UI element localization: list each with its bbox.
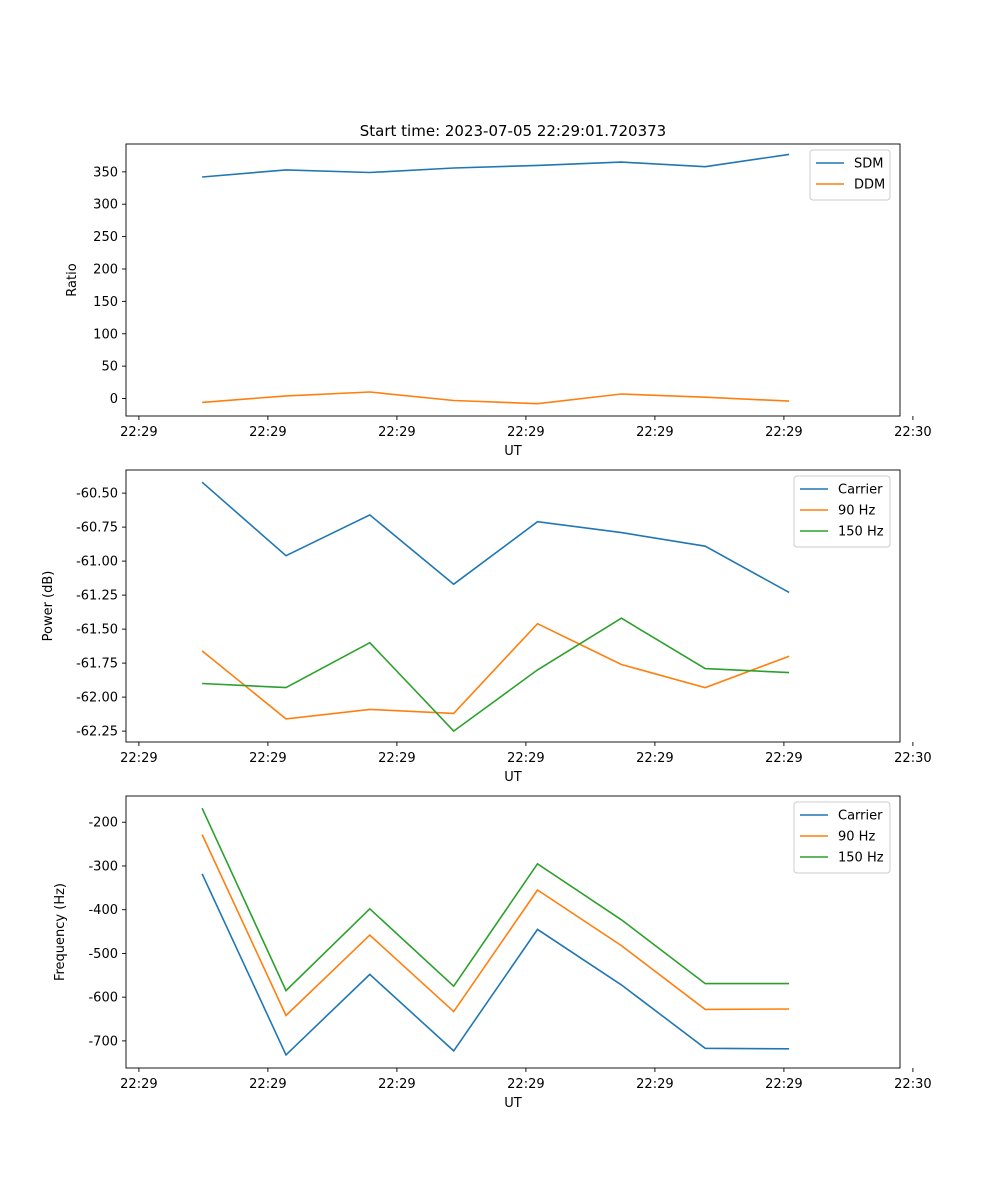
figure-title: Start time: 2023-07-05 22:29:01.720373: [360, 122, 666, 140]
x-tick-label: 22:29: [765, 751, 802, 766]
x-tick-label: 22:29: [378, 1077, 415, 1092]
legend-label: 90 Hz: [838, 504, 875, 519]
y-tick-label: 250: [93, 230, 118, 245]
legend-label: DDM: [854, 178, 885, 193]
y-tick-label: 0: [110, 392, 118, 407]
series-line-150-hz: [201, 807, 790, 992]
y-tick-label: 300: [93, 198, 118, 213]
x-tick-label: 22:30: [894, 1077, 931, 1092]
y-tick-label: -400: [88, 903, 118, 918]
y-tick-label: -600: [88, 991, 118, 1006]
legend-label: 150 Hz: [838, 525, 884, 540]
x-tick-label: 22:29: [120, 425, 157, 440]
subplot-1: 22:29 22:29 22:29 22:29 22:29 22:29 22:30 0 50 10…: [65, 143, 932, 459]
subplot-panels: 22:29 22:29 22:29 22:29 22:29 22:29 22:30 0 50 10…: [41, 143, 932, 1111]
x-tick-label: 22:30: [894, 751, 931, 766]
y-axis-label: Ratio: [65, 263, 80, 296]
legend-label: SDM: [854, 157, 883, 172]
y-tick-label: 200: [93, 262, 118, 277]
x-axis-label: UT: [504, 444, 522, 459]
y-tick-label: 150: [93, 295, 118, 310]
series-line-90-hz: [201, 834, 790, 1017]
x-axis-label: UT: [504, 1096, 522, 1111]
legend: SDM DDM: [809, 149, 891, 201]
subplot-3: 22:29 22:29 22:29 22:29 22:29 22:29 22:30 -200 -…: [53, 795, 932, 1111]
y-tick-label: 100: [93, 327, 118, 342]
x-tick-label: 22:30: [894, 425, 931, 440]
legend-label: Carrier: [838, 809, 883, 824]
x-tick-label: 22:29: [378, 751, 415, 766]
x-tick-label: 22:29: [636, 751, 673, 766]
series-line-sdm: [202, 153, 790, 178]
y-tick-label: -61.50: [76, 623, 118, 638]
x-tick-label: 22:29: [765, 425, 802, 440]
x-tick-label: 22:29: [507, 1077, 544, 1092]
y-tick-label: 50: [101, 360, 118, 375]
y-tick-label: -200: [88, 816, 118, 831]
x-tick-label: 22:29: [120, 1077, 157, 1092]
y-tick-label: -61.75: [76, 657, 118, 672]
x-axis-label: UT: [504, 770, 522, 785]
y-tick-label: -61.25: [76, 589, 118, 604]
series-line-90-hz: [201, 622, 790, 720]
series-line-carrier: [201, 873, 790, 1057]
x-tick-label: 22:29: [765, 1077, 802, 1092]
x-tick-label: 22:29: [636, 425, 673, 440]
x-tick-label: 22:29: [249, 751, 286, 766]
x-tick-label: 22:29: [120, 751, 157, 766]
x-tick-label: 22:29: [507, 425, 544, 440]
subplot-2: 22:29 22:29 22:29 22:29 22:29 22:29 22:30 -60.5…: [41, 469, 932, 785]
axes-frame: [125, 469, 901, 743]
x-tick-label: 22:29: [249, 425, 286, 440]
x-tick-label: 22:29: [378, 425, 415, 440]
y-axis-label: Power (dB): [41, 571, 56, 642]
y-tick-label: -61.00: [76, 555, 118, 570]
axes-frame: [125, 795, 901, 1069]
x-tick-label: 22:29: [636, 1077, 673, 1092]
y-tick-label: -62.00: [76, 691, 118, 706]
x-tick-label: 22:29: [507, 751, 544, 766]
y-tick-label: -300: [88, 859, 118, 874]
legend-label: 90 Hz: [838, 830, 875, 845]
x-tick-label: 22:29: [249, 1077, 286, 1092]
series-line-carrier: [201, 481, 790, 594]
series-line-150-hz: [202, 617, 790, 733]
legend-box: [793, 801, 891, 874]
axes-frame: [125, 143, 901, 417]
y-tick-label: -62.25: [76, 725, 118, 740]
y-tick-label: -500: [88, 947, 118, 962]
y-tick-label: -60.50: [76, 487, 118, 502]
legend: Carrier 90 Hz 150 Hz: [793, 475, 891, 548]
y-tick-label: -700: [88, 1034, 118, 1049]
series-line-ddm: [202, 391, 790, 405]
legend-label: 150 Hz: [838, 851, 884, 866]
y-tick-label: 350: [93, 165, 118, 180]
legend-box: [793, 475, 891, 548]
y-axis-label: Frequency (Hz): [53, 883, 68, 981]
y-tick-label: -60.75: [76, 521, 118, 536]
legend: Carrier 90 Hz 150 Hz: [793, 801, 891, 874]
legend-label: Carrier: [838, 483, 883, 498]
